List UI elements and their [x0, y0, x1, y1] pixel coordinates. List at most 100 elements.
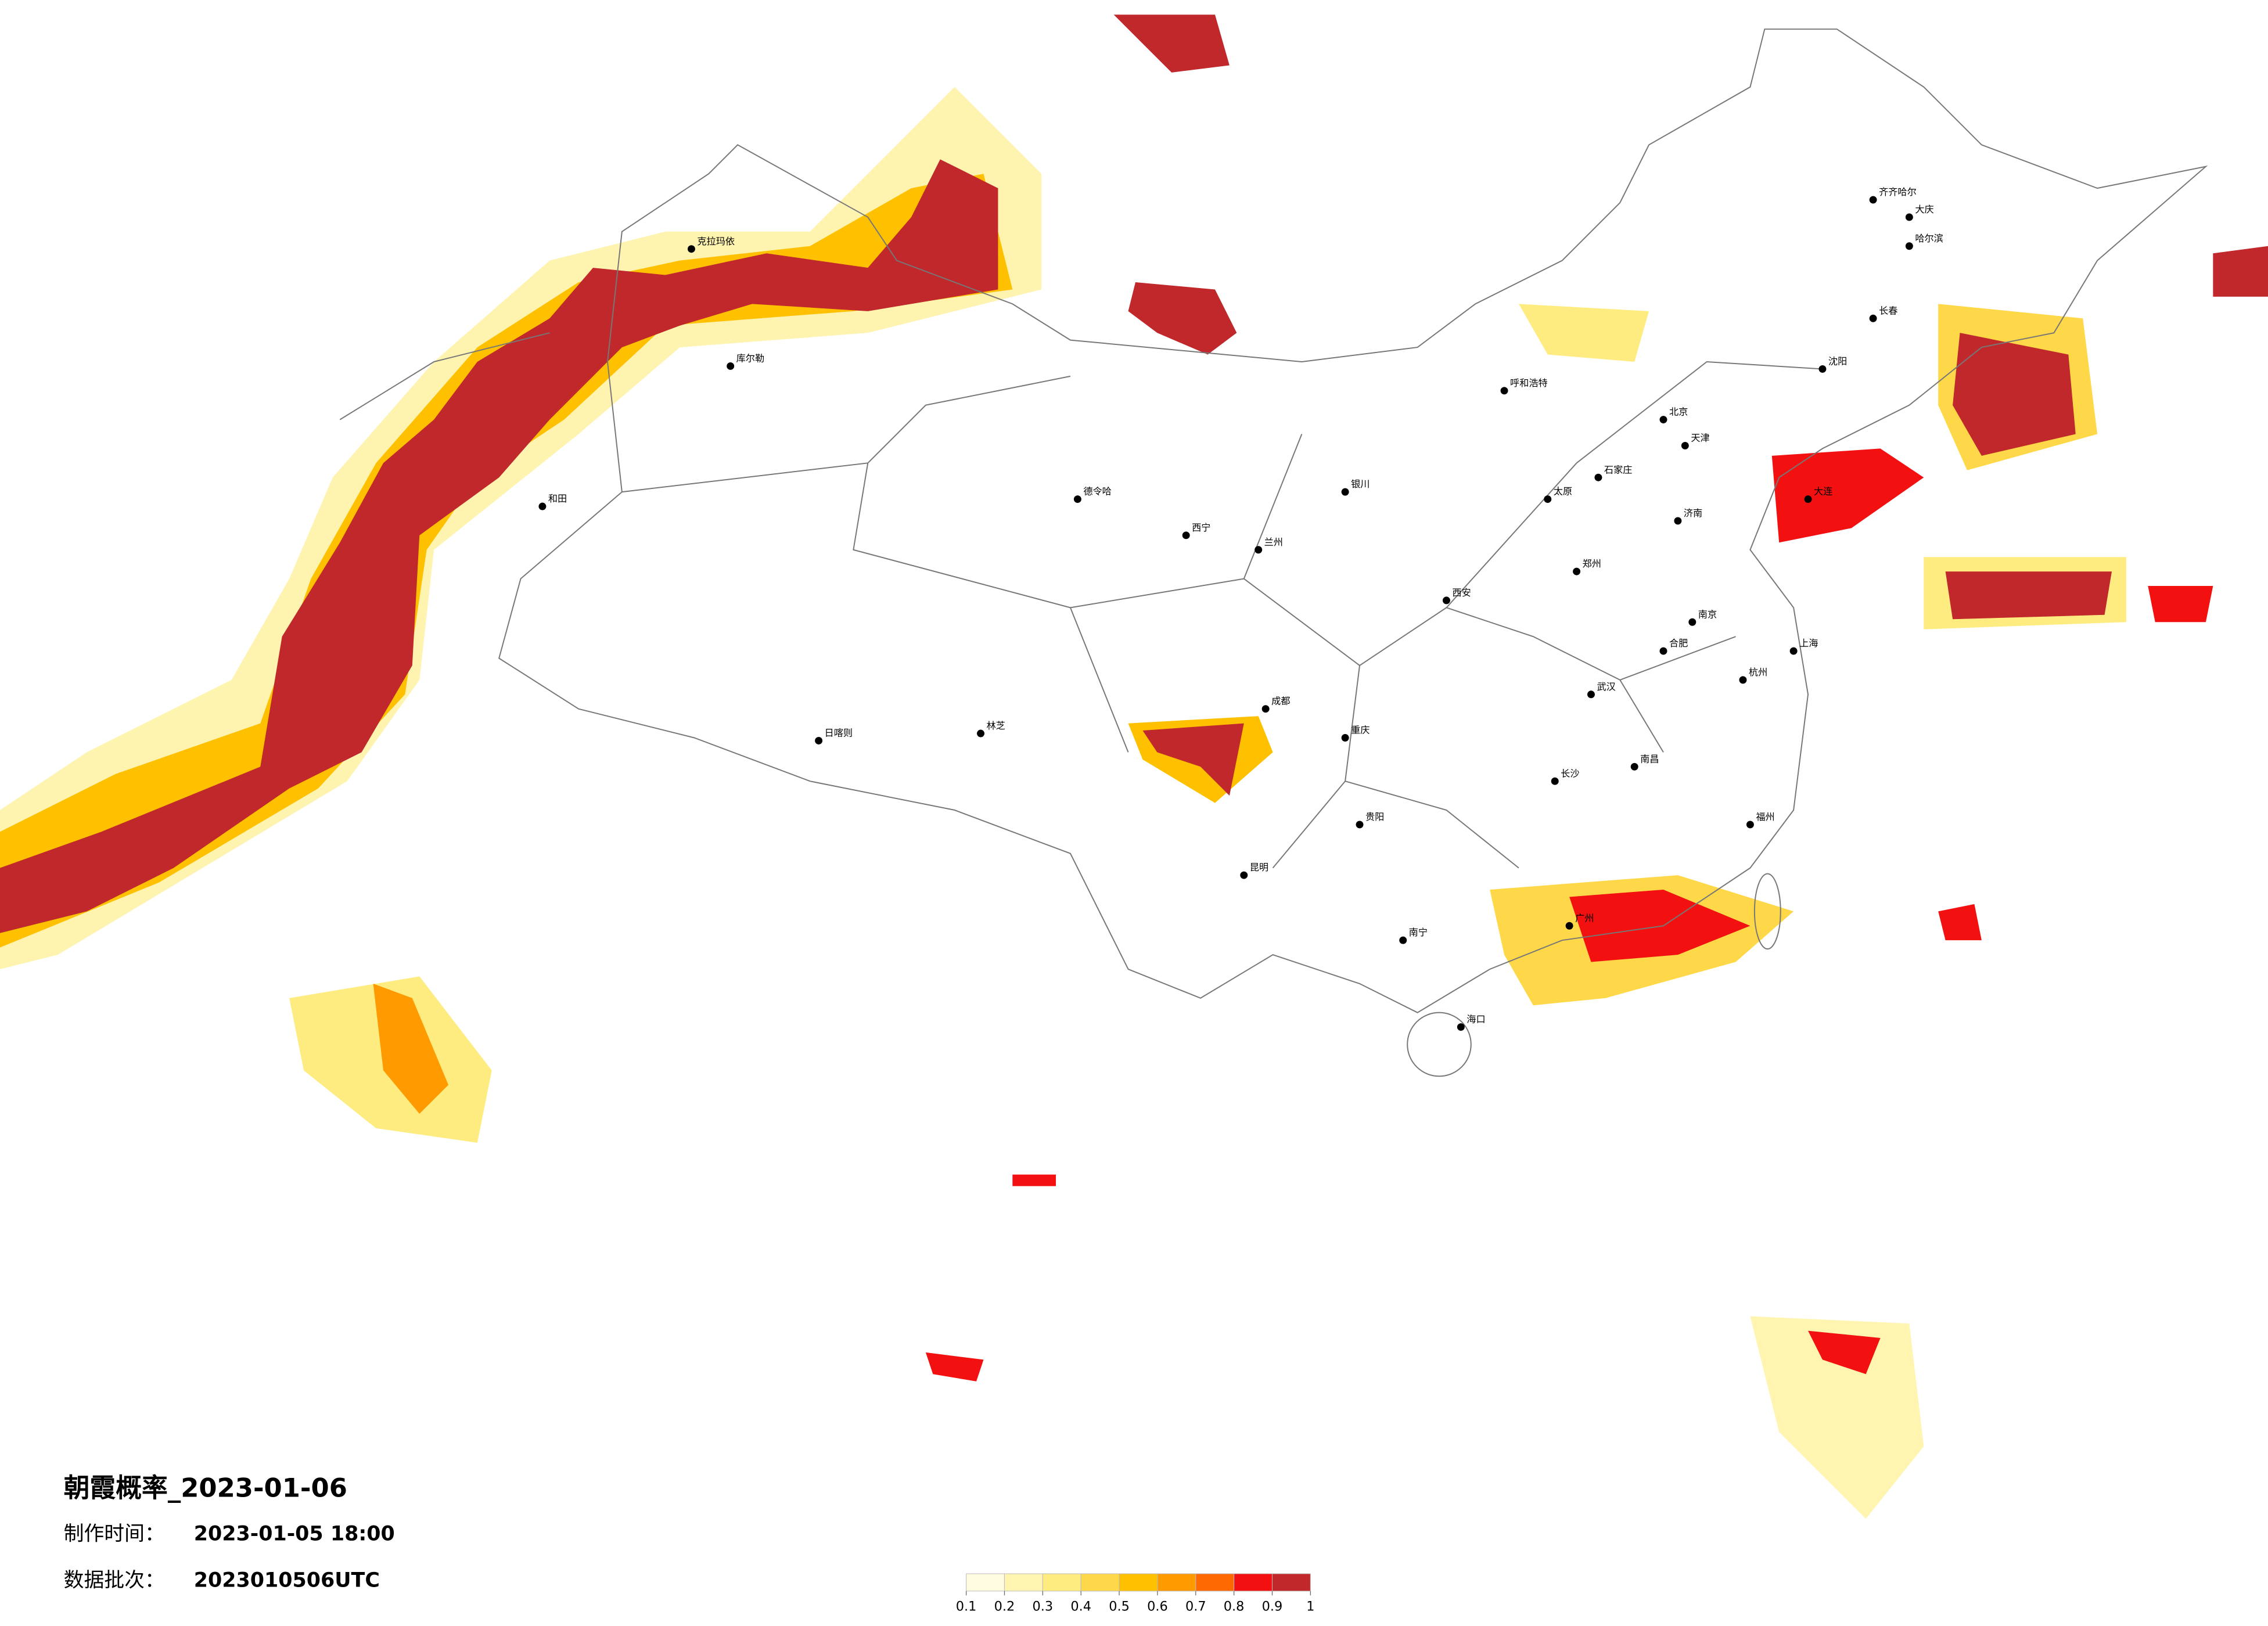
- legend-tick-label: 0.2: [994, 1599, 1015, 1614]
- city-label: 成都: [1271, 696, 1290, 707]
- heat-zone: [1128, 282, 1237, 355]
- city-label: 太原: [1554, 486, 1572, 497]
- city-dot: [538, 502, 547, 510]
- city-label: 杭州: [1749, 667, 1767, 678]
- legend-swatch: [1042, 1573, 1081, 1592]
- city-dot: [1869, 196, 1877, 204]
- city-label: 长沙: [1561, 768, 1579, 779]
- legend-swatch: [1195, 1573, 1235, 1592]
- city-dot: [977, 729, 984, 738]
- heat-zone: [1518, 304, 1649, 362]
- heat-zone: [1113, 15, 1230, 73]
- heat-layer: [0, 15, 2268, 1519]
- legend-swatch: [1157, 1573, 1196, 1592]
- city-label: 北京: [1669, 406, 1688, 418]
- legend-tick-label: 1: [1306, 1599, 1314, 1614]
- city-label: 和田: [548, 493, 567, 504]
- city-label: 哈尔滨: [1915, 233, 1943, 244]
- city-label: 银川: [1351, 479, 1370, 490]
- city-label: 长春: [1879, 305, 1897, 316]
- info-label: 数据批次：: [64, 1569, 165, 1592]
- country-outline: [498, 28, 2208, 1013]
- city-label: 南京: [1698, 609, 1717, 620]
- city-dot: [1818, 365, 1827, 373]
- city-dot: [1500, 387, 1508, 395]
- heat-zone: [1945, 571, 2112, 620]
- city-dot: [1565, 922, 1573, 930]
- heat-zone: [1808, 1330, 1881, 1375]
- info-value: 2023010506UTC: [194, 1569, 380, 1592]
- city-label: 武汉: [1597, 681, 1615, 692]
- city-dot: [1261, 705, 1270, 713]
- city-dot: [1551, 777, 1559, 785]
- city-label: 兰州: [1264, 537, 1283, 548]
- heat-zone: [1938, 904, 1982, 941]
- city-dot: [1240, 871, 1248, 879]
- heat-zone: [1750, 1316, 1924, 1519]
- city-label: 林芝: [986, 720, 1005, 731]
- city-label: 石家庄: [1604, 464, 1633, 475]
- city-dot: [727, 362, 735, 370]
- city-dot: [1587, 690, 1595, 699]
- city-label: 昆明: [1250, 862, 1268, 873]
- city-dot: [1674, 517, 1682, 525]
- city-dot: [1688, 618, 1696, 626]
- city-dot: [1544, 495, 1552, 503]
- city-dot: [1681, 441, 1689, 449]
- city-label: 大连: [1814, 486, 1832, 497]
- legend-tick-label: 0.1: [956, 1599, 977, 1614]
- city-dot: [1630, 762, 1638, 771]
- heat-zone: [1012, 1174, 1056, 1186]
- city-dot: [1746, 821, 1754, 829]
- city-label: 郑州: [1583, 558, 1601, 569]
- legend-swatch: [1119, 1573, 1158, 1592]
- heat-zone: [925, 1352, 984, 1382]
- city-label: 呼和浩特: [1510, 377, 1548, 388]
- city-label: 福州: [1756, 811, 1774, 822]
- city-dot: [1182, 531, 1190, 539]
- city-dot: [1659, 647, 1667, 655]
- city-label: 齐齐哈尔: [1879, 186, 1917, 197]
- heat-zone: [2148, 586, 2213, 623]
- city-label: 海口: [1467, 1014, 1485, 1025]
- city-dot: [1804, 495, 1812, 503]
- city-label: 广州: [1575, 912, 1594, 923]
- city-dot: [1869, 314, 1877, 322]
- heat-zone: [0, 159, 998, 933]
- legend-swatch: [1004, 1573, 1043, 1592]
- city-dot: [1255, 546, 1263, 554]
- legend-swatch: [1234, 1573, 1273, 1592]
- city-dot: [1073, 495, 1081, 503]
- heat-zone: [0, 174, 1013, 948]
- city-dot: [815, 737, 823, 744]
- legend-tick-label: 0.3: [1033, 1599, 1054, 1614]
- city-label: 克拉玛依: [697, 236, 735, 247]
- city-dot: [1399, 936, 1407, 944]
- legend-tick-label: 0.8: [1224, 1599, 1245, 1614]
- borders: [339, 28, 2208, 1077]
- city-dot: [1356, 821, 1364, 829]
- heat-zone: [2213, 246, 2268, 297]
- island-outline: [1753, 873, 1781, 950]
- city-dot: [1905, 213, 1913, 221]
- island-outline: [1407, 1012, 1472, 1077]
- legend-swatch: [1080, 1573, 1120, 1592]
- city-dot: [1659, 416, 1667, 424]
- info-label: 制作时间：: [64, 1523, 165, 1546]
- city-dot: [1442, 596, 1450, 605]
- city-dot: [1905, 242, 1913, 250]
- city-label: 库尔勒: [736, 353, 765, 364]
- legend-tick-label: 0.7: [1185, 1599, 1206, 1614]
- legend-tick-label: 0.9: [1262, 1599, 1283, 1614]
- city-dot: [1739, 676, 1747, 684]
- city-label: 沈阳: [1828, 355, 1847, 366]
- city-dot: [1341, 488, 1349, 496]
- city-label: 大庆: [1915, 204, 1933, 215]
- city-dot: [1573, 567, 1581, 575]
- city-label: 日喀则: [825, 728, 853, 739]
- legend-tick-label: 0.6: [1147, 1599, 1168, 1614]
- city-label: 南宁: [1409, 927, 1428, 938]
- legend-swatch: [1271, 1573, 1311, 1592]
